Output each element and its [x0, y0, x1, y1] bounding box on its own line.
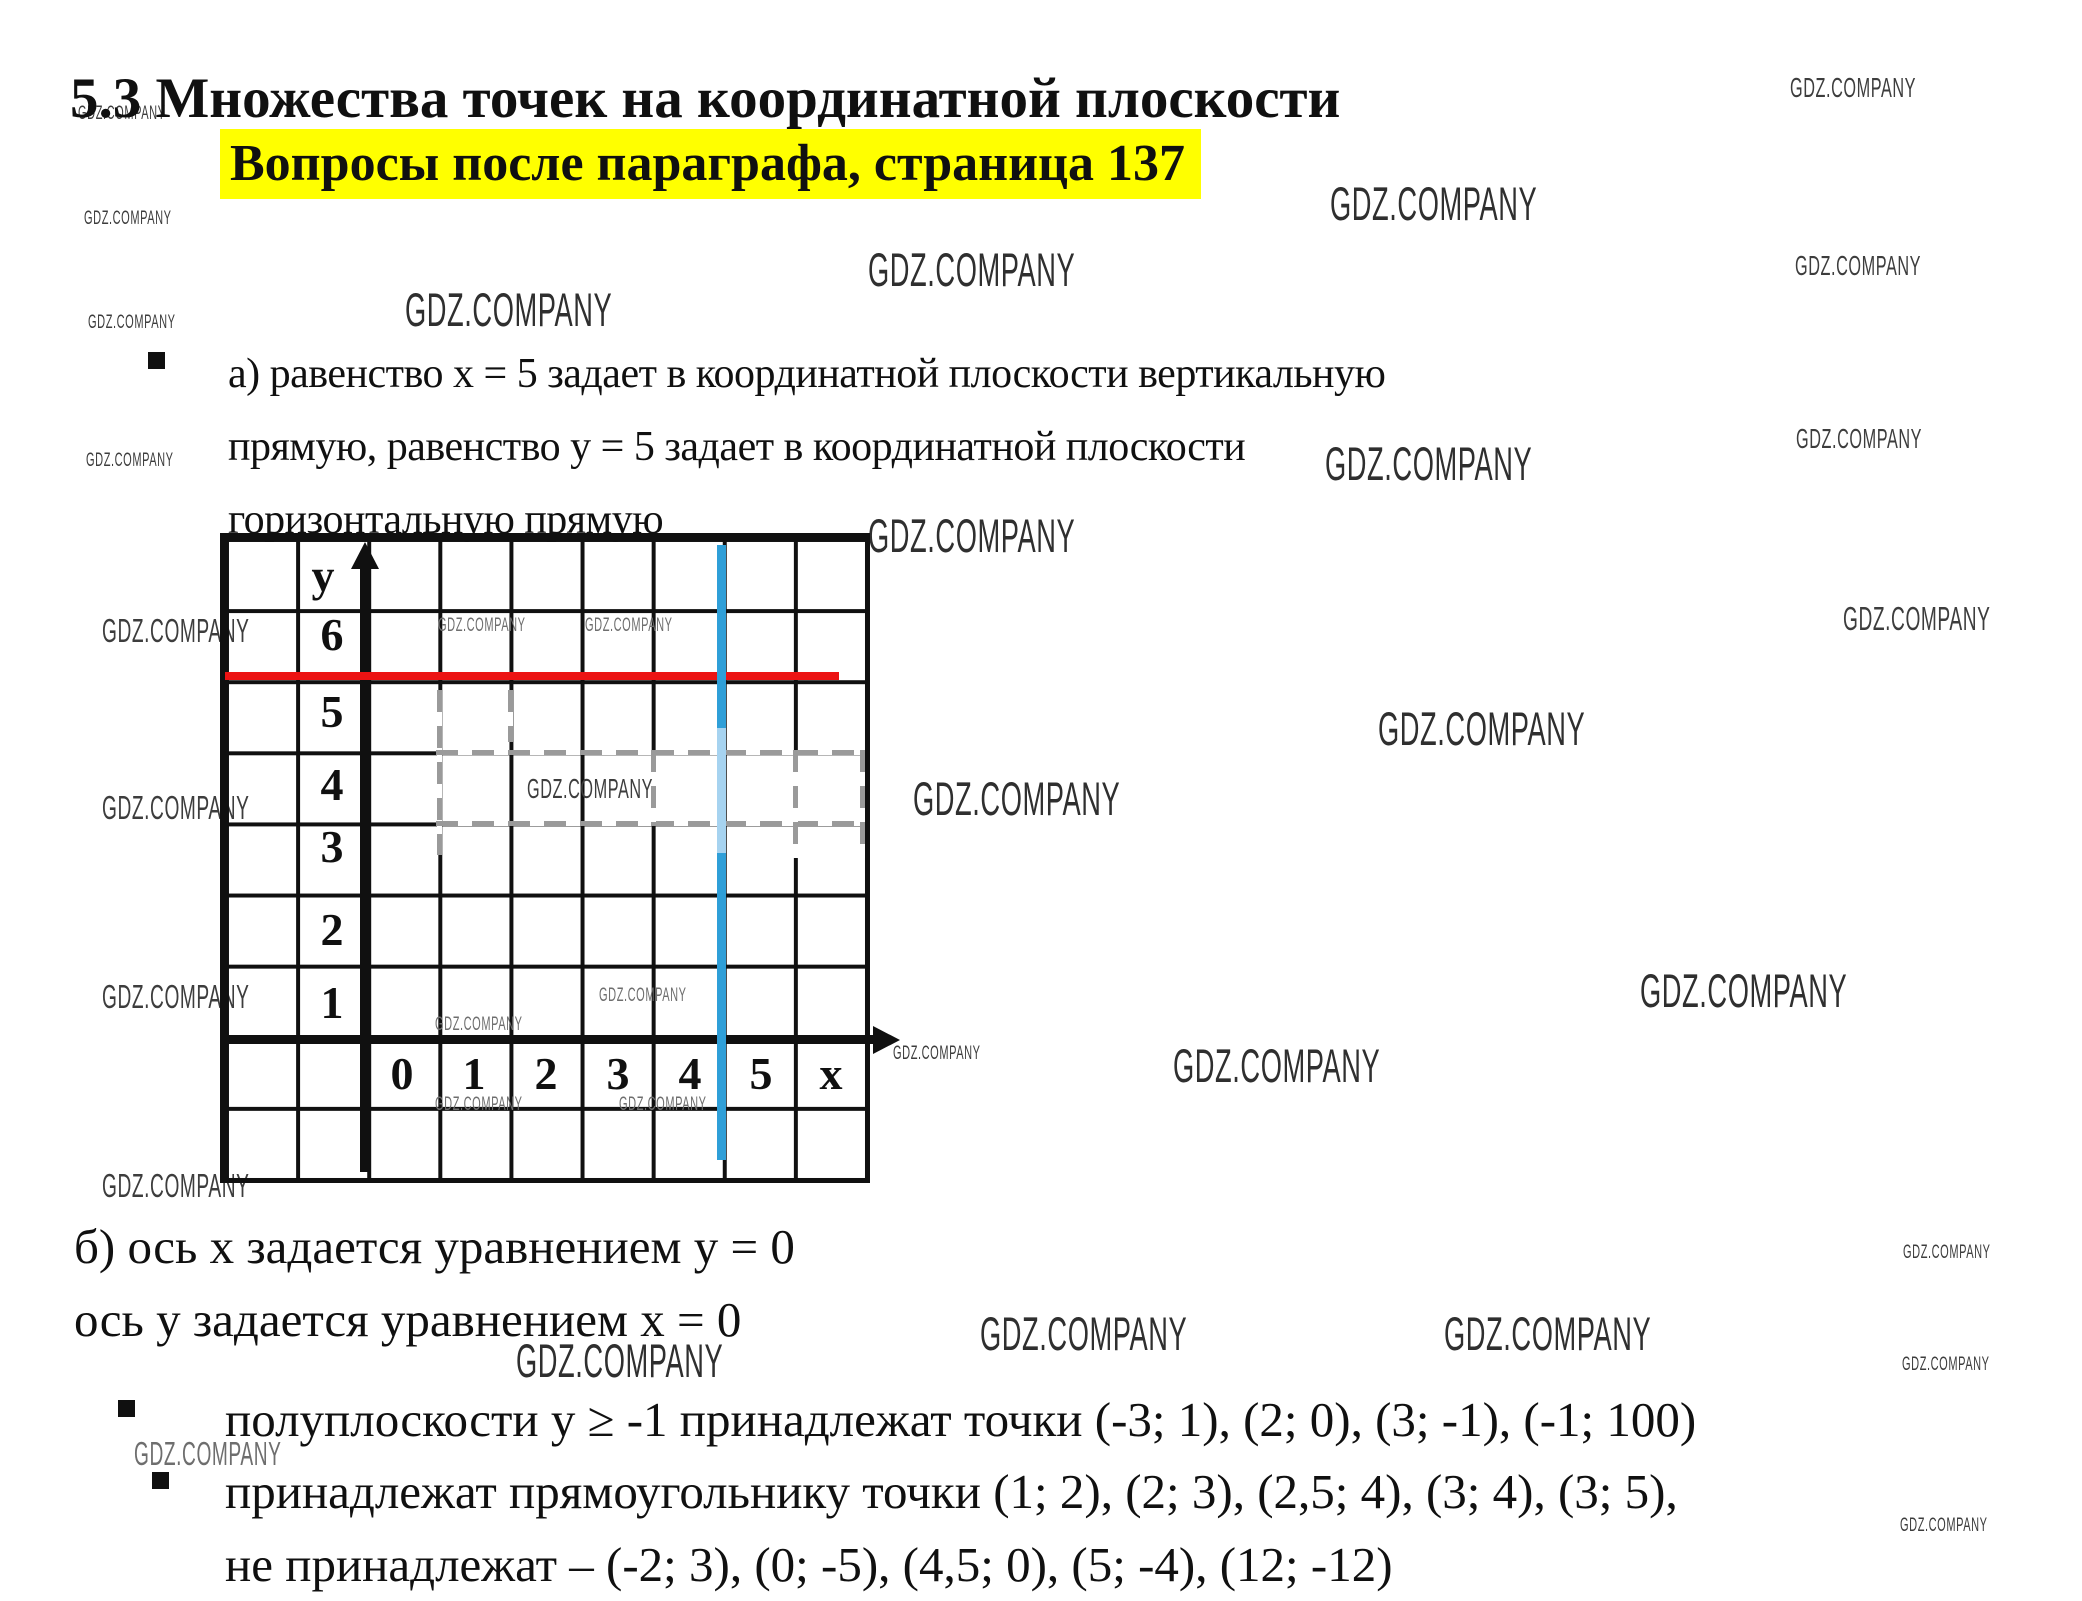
y-axis-label: y — [311, 550, 335, 601]
blue-line-light-segment — [717, 728, 726, 853]
item-b-text: б) ось x задается уравнением y = 0 ось y… — [74, 1210, 795, 1356]
item-d-text: принадлежат прямоугольнику точки (1; 2),… — [225, 1455, 1678, 1601]
watermark: GDZ.COMPANY — [1795, 250, 1922, 281]
item-d-line-1: принадлежат прямоугольнику точки (1; 2),… — [225, 1464, 1678, 1519]
watermark: GDZ.COMPANY — [1900, 1515, 1988, 1536]
watermark: GDZ.COMPANY — [599, 985, 687, 1006]
watermark: GDZ.COMPANY — [438, 615, 526, 636]
x-tick-0: 0 — [390, 1048, 414, 1099]
watermark: GDZ.COMPANY — [516, 1334, 724, 1387]
item-d-line-2: не принадлежат – (-2; 3), (0; -5), (4,5;… — [225, 1537, 1393, 1592]
y-tick-2: 2 — [320, 904, 344, 955]
x-tick-5: 5 — [749, 1048, 773, 1099]
y-tick-3: 3 — [320, 821, 344, 872]
x-axis — [225, 1035, 873, 1044]
y-tick-6: 6 — [320, 609, 344, 660]
watermark: GDZ.COMPANY — [1843, 600, 1991, 637]
watermark: GDZ.COMPANY — [1444, 1307, 1652, 1360]
watermark: GDZ.COMPANY — [1796, 423, 1923, 454]
watermark: GDZ.COMPANY — [868, 509, 1076, 562]
watermark: GDZ.COMPANY — [435, 1094, 523, 1115]
x-axis-label: x — [819, 1048, 843, 1099]
watermark: GDZ.COMPANY — [913, 772, 1121, 825]
bullet-marker — [152, 1472, 169, 1489]
dashed-grid-artifact — [508, 690, 513, 742]
watermark: GDZ.COMPANY — [893, 1043, 981, 1064]
x-tick-1: 1 — [462, 1048, 486, 1099]
bullet-marker — [148, 352, 165, 369]
watermark: GDZ.COMPANY — [1902, 1354, 1990, 1375]
x-tick-2: 2 — [534, 1048, 558, 1099]
item-a-line-1: а) равенство x = 5 задает в координатной… — [228, 351, 1386, 397]
watermark: GDZ.COMPANY — [405, 283, 613, 336]
y-tick-1: 1 — [320, 977, 344, 1028]
watermark: GDZ.COMPANY — [84, 208, 172, 229]
dashed-grid-artifact — [651, 750, 656, 826]
dashed-grid-artifact — [860, 750, 865, 858]
x-tick-3: 3 — [606, 1048, 630, 1099]
item-a-text: а) равенство x = 5 задает в координатной… — [228, 338, 1386, 557]
watermark: GDZ.COMPANY — [1330, 177, 1538, 230]
item-b-line-2: ось y задается уравнением x = 0 — [74, 1292, 742, 1347]
watermark: GDZ.COMPANY — [1790, 72, 1917, 103]
section-heading: Вопросы после параграфа, страница 137 — [220, 129, 1201, 199]
watermark: GDZ.COMPANY — [527, 773, 654, 804]
watermark: GDZ.COMPANY — [78, 103, 166, 124]
watermark: GDZ.COMPANY — [868, 243, 1076, 296]
dashed-grid-artifact — [436, 821, 865, 826]
item-a-line-2: прямую, равенство y = 5 задает в координ… — [228, 424, 1246, 470]
watermark: GDZ.COMPANY — [585, 615, 673, 636]
watermark: GDZ.COMPANY — [1903, 1242, 1991, 1263]
watermark: GDZ.COMPANY — [1640, 964, 1848, 1017]
watermark: GDZ.COMPANY — [1173, 1039, 1381, 1092]
y-axis — [360, 564, 369, 1172]
y-tick-4: 4 — [320, 759, 344, 810]
red-line-y-equals-5 — [225, 672, 839, 680]
watermark: GDZ.COMPANY — [435, 1014, 523, 1035]
item-b-line-1: б) ось x задается уравнением y = 0 — [74, 1219, 795, 1274]
watermark: GDZ.COMPANY — [619, 1094, 707, 1115]
y-tick-5: 5 — [320, 686, 344, 737]
watermark: GDZ.COMPANY — [86, 450, 174, 471]
page-title: 5.3 Множества точек на координатной плос… — [70, 67, 1341, 131]
x-tick-4: 4 — [678, 1048, 702, 1099]
item-c-text: полуплоскости y ≥ -1 принадлежат точки (… — [225, 1392, 1697, 1447]
bullet-marker — [118, 1400, 135, 1417]
dashed-grid-artifact — [436, 750, 865, 755]
watermark: GDZ.COMPANY — [134, 1435, 282, 1472]
dashed-grid-artifact — [437, 690, 442, 855]
x-axis-arrow-icon — [873, 1026, 900, 1054]
watermark: GDZ.COMPANY — [1325, 437, 1533, 490]
watermark: GDZ.COMPANY — [1378, 702, 1586, 755]
coordinate-plane-figure: GDZ.COMPANY GDZ.COMPANY GDZ.COMPANY GDZ.… — [220, 533, 900, 1183]
watermark: GDZ.COMPANY — [88, 312, 176, 333]
dashed-grid-artifact — [793, 750, 798, 858]
watermark: GDZ.COMPANY — [980, 1307, 1188, 1360]
